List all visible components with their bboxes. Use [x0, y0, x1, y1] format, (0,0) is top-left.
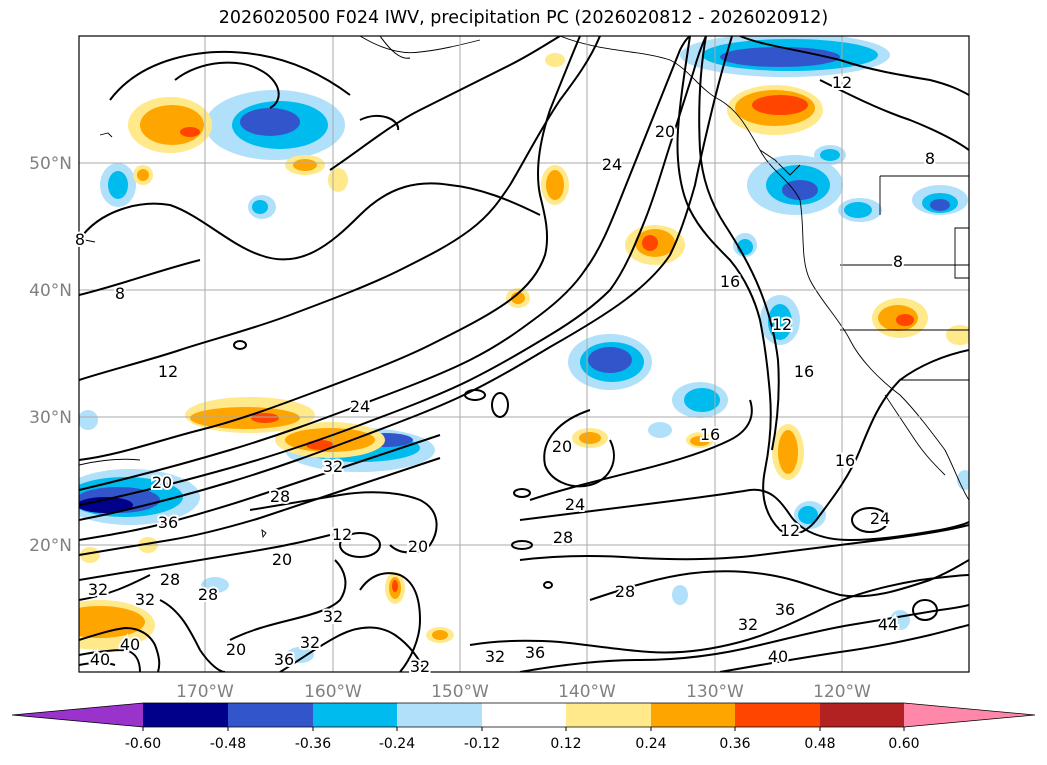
- colorbar-swatch: [397, 703, 482, 727]
- contour-label: 40: [120, 635, 140, 654]
- contour-label: 16: [720, 272, 740, 291]
- contour-label: 24: [602, 155, 622, 174]
- contour-label: 32: [88, 580, 108, 599]
- contour-label: 8: [925, 149, 935, 168]
- lon-label-150w: 150°W: [431, 682, 489, 702]
- contour-label: 28: [615, 582, 635, 601]
- colorbar-tick-label: -0.12: [464, 736, 500, 752]
- colorbar-extend-high: [904, 703, 1035, 727]
- colorbar-tick-label: -0.48: [210, 736, 246, 752]
- colorbar-swatch: [735, 703, 820, 727]
- thin-contours: [79, 36, 411, 466]
- contour-label: 24: [870, 509, 890, 528]
- contour-label: 28: [198, 585, 218, 604]
- colorbar-tick-label: 0.36: [719, 736, 750, 752]
- contour-label: 20: [226, 640, 246, 659]
- colorbar-swatch: [566, 703, 651, 727]
- contour-label: 28: [160, 570, 180, 589]
- longitude-labels: 170°W 160°W 150°W 140°W 130°W 120°W: [176, 682, 871, 702]
- contour-label: 8: [893, 252, 903, 271]
- contour-label: 16: [794, 362, 814, 381]
- contour-label: 24: [350, 397, 370, 416]
- contour-label: 40: [90, 650, 110, 669]
- lon-label-140w: 140°W: [558, 682, 616, 702]
- contour-label: 12: [332, 525, 352, 544]
- contour-label: 32: [410, 657, 430, 676]
- contour-label: 32: [738, 615, 758, 634]
- contour-label: 32: [135, 590, 155, 609]
- contour-label: 44: [878, 615, 898, 634]
- coastlines: [84, 36, 969, 539]
- colorbar-swatch: [313, 703, 397, 727]
- contour-label: 36: [158, 513, 178, 532]
- gridlines: [79, 36, 969, 672]
- lon-label-160w: 160°W: [304, 682, 362, 702]
- contour-label: 32: [323, 457, 343, 476]
- contour-label: 12: [832, 73, 852, 92]
- contour-label: 40: [768, 647, 788, 666]
- contour-label: 32: [485, 647, 505, 666]
- contour-label: 28: [270, 487, 290, 506]
- latitude-labels: 50°N 40°N 30°N 20°N: [29, 154, 72, 556]
- lat-label-40n: 40°N: [29, 281, 72, 301]
- map-title: 2026020500 F024 IWV, precipitation PC (2…: [218, 8, 829, 28]
- contour-label: 12: [772, 315, 792, 334]
- colorbar-tick-label: 0.24: [635, 736, 666, 752]
- contour-label: 36: [525, 643, 545, 662]
- lat-label-30n: 30°N: [29, 408, 72, 428]
- contour-label: 24: [565, 495, 585, 514]
- contour-label: 20: [152, 473, 172, 492]
- colorbar-tick-label: -0.36: [295, 736, 331, 752]
- colorbar-swatch: [482, 703, 566, 727]
- contour-label: 20: [552, 437, 572, 456]
- colorbar-tick-label: -0.24: [379, 736, 415, 752]
- lon-label-170w: 170°W: [176, 682, 234, 702]
- lat-label-20n: 20°N: [29, 536, 72, 556]
- lon-label-130w: 130°W: [686, 682, 744, 702]
- colorbar-tick-label: 0.12: [550, 736, 581, 752]
- lat-label-50n: 50°N: [29, 154, 72, 174]
- contour-label: 8: [75, 230, 85, 249]
- contour-label: 16: [835, 451, 855, 470]
- colorbar-swatch: [143, 703, 228, 727]
- lon-label-120w: 120°W: [813, 682, 871, 702]
- contour-label: 36: [775, 600, 795, 619]
- colorbar-tick-label: 0.60: [888, 736, 919, 752]
- iwv-contours: [79, 36, 969, 672]
- colorbar-swatch: [651, 703, 735, 727]
- contour-label: 32: [300, 633, 320, 652]
- colorbar-swatch: [820, 703, 904, 727]
- contour-label: 32: [323, 607, 343, 626]
- contour-label: 20: [272, 550, 292, 569]
- colorbar: -0.60 -0.48 -0.36 -0.24 -0.12 0.12 0.24 …: [11, 702, 1036, 752]
- contour-label: 20: [655, 122, 675, 141]
- precip-shading: [79, 36, 969, 663]
- contour-label: 12: [158, 362, 178, 381]
- colorbar-swatch: [228, 703, 313, 727]
- colorbar-tick-label: 0.48: [804, 736, 835, 752]
- map-frame: [78, 35, 970, 673]
- colorbar-tick-label: -0.60: [125, 736, 161, 752]
- contour-label: 36: [274, 650, 294, 669]
- contour-label: 8: [115, 284, 125, 303]
- contour-label: 12: [780, 521, 800, 540]
- contour-label: 28: [553, 528, 573, 547]
- contour-label: 20: [408, 537, 428, 556]
- contour-label-group: 8 12 12 8 8 12 16 16 16 16 12 20 24 24 2…: [73, 71, 937, 678]
- colorbar-extend-low: [12, 703, 143, 727]
- contour-label: 16: [700, 425, 720, 444]
